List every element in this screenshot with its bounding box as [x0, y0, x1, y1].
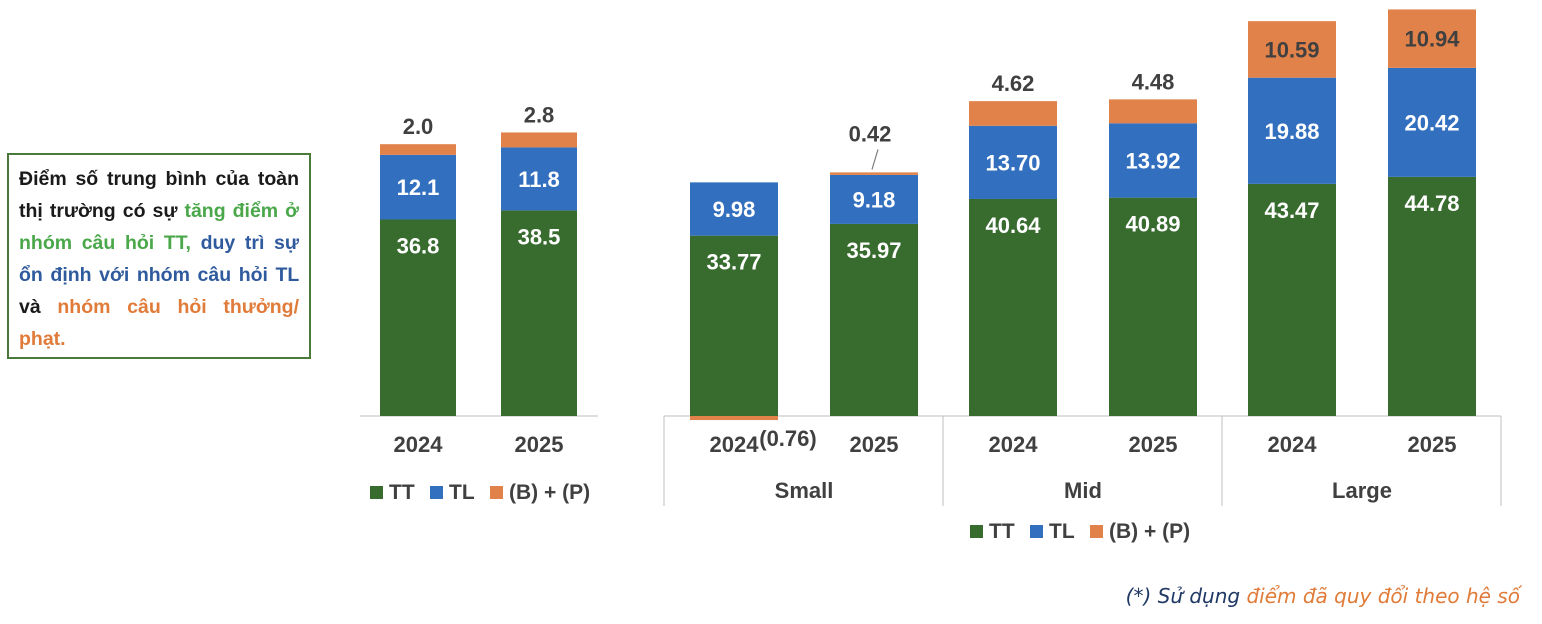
- chart2-legend-label-2: (B) + (P): [1109, 520, 1190, 543]
- chart1-bar-2024-tl-bar: [380, 154, 456, 220]
- summary-note-text: Điểm số trung bình của toàn thị trường c…: [19, 163, 299, 355]
- chart1-legend-label-0: TT: [389, 481, 415, 504]
- note-orange-text: nhóm câu hỏi thưởng/ phạt.: [19, 296, 300, 350]
- chart1-legend-label-1: TL: [449, 481, 475, 504]
- note-plain-text-2: và: [19, 296, 58, 318]
- chart2-bar-3-bp-label: 4.48: [1132, 69, 1175, 94]
- chart1-bar-2025-tl-label: 11.8: [518, 167, 560, 192]
- chart2-bar-1-bp-label: 0.42: [849, 121, 892, 146]
- chart2-bar-4-tt-bar: [1248, 183, 1336, 416]
- chart2-legend-swatch-2: [1090, 525, 1103, 538]
- chart2-bar-5-bp-bar: [1388, 9, 1476, 68]
- chart2-legend-swatch-1: [1030, 525, 1043, 538]
- note-green-text: tăng điểm ở nhóm câu hỏi TT,: [19, 200, 299, 254]
- chart2-bar-0-tt-bar: [690, 235, 778, 416]
- chart2-bar-3-tl-label: 13.92: [1125, 148, 1180, 173]
- chart2-bar-2-bp-bar: [969, 101, 1057, 126]
- chart1-bar-2024-tt-bar: [380, 219, 456, 416]
- chart2-bar-2-tl-bar: [969, 125, 1057, 199]
- chart1-tick-2024: 2024: [394, 432, 444, 457]
- chart2-bar-3-tl-bar: [1109, 123, 1197, 198]
- chart2-tick-1: 2025: [850, 432, 899, 457]
- chart2-group-label-large: Large: [1332, 478, 1392, 503]
- footnote-prefix: (*) Sử dụng: [1125, 584, 1247, 608]
- chart2-tick-5: 2025: [1408, 432, 1457, 457]
- chart2-bar-0-bp-bar: [690, 416, 778, 421]
- chart2-bar-3-bp-bar: [1109, 99, 1197, 124]
- chart2-bar-4-tl-label: 19.88: [1264, 119, 1319, 144]
- chart2-bar-0-tt-label: 33.77: [706, 250, 761, 275]
- chart1-legend-swatch-0: [370, 486, 383, 499]
- chart2-legend-label-0: TT: [989, 520, 1015, 543]
- chart1-bar-2025-tt-label: 38.5: [518, 224, 561, 249]
- chart2-bar-4-tl-bar: [1248, 77, 1336, 184]
- chart1-legend-swatch-1: [430, 486, 443, 499]
- chart2-bar-2-tt-bar: [969, 198, 1057, 416]
- footnote-highlight: điểm đã quy đổi theo hệ số: [1246, 584, 1520, 608]
- summary-note-box: Điểm số trung bình của toàn thị trường c…: [7, 153, 311, 359]
- chart2-tick-2: 2024: [989, 432, 1039, 457]
- chart2-bar-5-bp-label: 10.94: [1404, 27, 1460, 52]
- chart2-tick-3: 2025: [1129, 432, 1178, 457]
- chart2-bar-5-tt-label: 44.78: [1404, 191, 1459, 216]
- chart2-bar-2-tl-label: 13.70: [985, 150, 1040, 175]
- chart1-bar-2024-bp-label: 2.0: [403, 114, 434, 139]
- chart2-bar-1-tt-label: 35.97: [846, 238, 901, 263]
- chart2-group-label-small: Small: [775, 478, 834, 503]
- chart2-bar-5-tl-bar: [1388, 67, 1476, 177]
- chart2-bar-0-tl-label: 9.98: [713, 197, 756, 222]
- chart2-bar-4-bp-label: 10.59: [1264, 37, 1319, 62]
- chart1-tick-2025: 2025: [515, 432, 564, 457]
- chart2-bar-4-bp-bar: [1248, 21, 1336, 78]
- chart1-bar-2025-bp-bar: [501, 132, 577, 148]
- chart1-bar-2024-tl-label: 12.1: [397, 175, 440, 200]
- chart1-legend-swatch-2: [490, 486, 503, 499]
- chart2-bar-4-tt-label: 43.47: [1264, 198, 1319, 223]
- chart1-bar-2024-tt-label: 36.8: [397, 233, 440, 258]
- chart1-bar-2024-bp-bar: [380, 144, 456, 155]
- chart2-bar-0-tl-bar: [690, 182, 778, 236]
- chart2-tick-4: 2024: [1268, 432, 1318, 457]
- chart1-bar-2025-tt-bar: [501, 210, 577, 416]
- chart1-legend-label-2: (B) + (P): [509, 481, 590, 504]
- chart2-bar-1-tl-label: 9.18: [853, 187, 896, 212]
- chart2-bar-5-tt-bar: [1388, 176, 1476, 416]
- chart2-legend-label-1: TL: [1049, 520, 1075, 543]
- chart2-bar-2-bp-label: 4.62: [992, 71, 1035, 96]
- chart2-bar-5-tl-label: 20.42: [1404, 110, 1459, 135]
- chart2-bar-2-tt-label: 40.64: [985, 213, 1041, 238]
- note-blue-text: duy trì sự ổn định với nhóm câu hỏi TL: [19, 232, 300, 286]
- chart2-bar-1-bp-leader-line: [871, 149, 879, 170]
- chart2-group-label-mid: Mid: [1064, 478, 1102, 503]
- chart2-tick-0: 2024: [710, 432, 760, 457]
- chart2-bar-3-tt-label: 40.89: [1125, 212, 1180, 237]
- note-plain-text: Điểm số trung bình của toàn thị trường c…: [19, 168, 299, 222]
- chart1-bar-2025-tl-bar: [501, 147, 577, 211]
- footnote: (*) Sử dụng điểm đã quy đổi theo hệ số: [1126, 584, 1520, 608]
- chart2-bar-1-bp-bar: [830, 172, 918, 175]
- chart2-bar-1-tl-bar: [830, 174, 918, 224]
- chart2-bar-3-tt-bar: [1109, 197, 1197, 416]
- chart2-bar-0-bp-label: (0.76): [759, 426, 816, 451]
- chart2-legend-swatch-0: [970, 525, 983, 538]
- chart2-bar-1-tt-bar: [830, 223, 918, 416]
- chart1-bar-2025-bp-label: 2.8: [524, 102, 555, 127]
